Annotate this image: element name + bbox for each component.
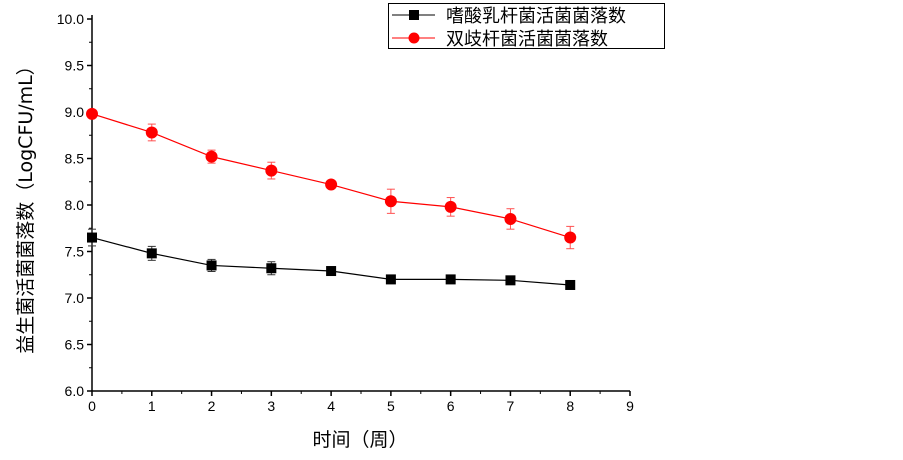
series-1 xyxy=(86,107,577,250)
data-point xyxy=(146,248,157,259)
data-point xyxy=(385,274,396,285)
y-tick-label: 9.0 xyxy=(65,104,85,120)
data-point xyxy=(266,263,277,274)
x-tick-label: 4 xyxy=(327,398,335,414)
data-point xyxy=(206,260,217,271)
data-point xyxy=(384,195,397,208)
plot-marks xyxy=(86,107,577,290)
legend: 嗜酸乳杆菌活菌菌落数 双歧杆菌活菌菌落数 xyxy=(388,3,665,50)
x-tick-label: 9 xyxy=(626,398,634,414)
x-tick-label: 5 xyxy=(387,398,395,414)
y-tick-label: 9.5 xyxy=(65,58,85,74)
y-tick-label: 10.0 xyxy=(57,11,84,27)
data-point xyxy=(564,231,577,244)
data-point xyxy=(444,200,457,213)
x-tick-label: 3 xyxy=(267,398,275,414)
axes: 6.0 6.5 7.0 7.5 8.0 8.5 9.0 9.5 10.0 0 1 2 3 4 5 6 7 8 9 xyxy=(57,11,634,414)
legend-box xyxy=(388,3,665,49)
x-tick-label: 2 xyxy=(208,398,216,414)
legend-marker-circle xyxy=(408,32,420,44)
y-tick-label: 8.0 xyxy=(65,197,85,213)
data-point xyxy=(86,107,98,120)
x-tick-label: 6 xyxy=(447,398,455,414)
legend-label-1: 双歧杆菌活菌菌落数 xyxy=(446,29,608,50)
series-line xyxy=(91,236,571,286)
series-line xyxy=(91,113,571,239)
legend-marker-square xyxy=(409,10,419,20)
series-0 xyxy=(87,228,576,290)
y-tick-label: 7.0 xyxy=(65,290,85,306)
data-point xyxy=(145,126,158,139)
x-axis-label: 时间（周） xyxy=(312,429,407,451)
data-point xyxy=(205,150,218,163)
y-tick-label: 8.5 xyxy=(65,151,85,167)
legend-label-0: 嗜酸乳杆菌活菌菌落数 xyxy=(446,6,626,27)
data-point xyxy=(325,178,338,191)
y-tick-label: 6.5 xyxy=(65,337,85,353)
x-tick-label: 7 xyxy=(507,398,515,414)
y-axis-label: 益生菌活菌菌落数（LogCFU/mL） xyxy=(15,56,37,354)
y-tick-label: 6.0 xyxy=(65,383,85,399)
data-point xyxy=(87,232,97,243)
data-point xyxy=(505,275,516,286)
data-point xyxy=(504,212,517,225)
data-point xyxy=(265,164,278,177)
data-point xyxy=(445,274,456,285)
y-tick-label: 7.5 xyxy=(65,244,85,260)
x-tick-label: 1 xyxy=(148,398,156,414)
data-point xyxy=(326,266,337,277)
data-point xyxy=(565,279,576,290)
x-tick-label: 8 xyxy=(566,398,574,414)
x-tick-label: 0 xyxy=(88,398,96,414)
